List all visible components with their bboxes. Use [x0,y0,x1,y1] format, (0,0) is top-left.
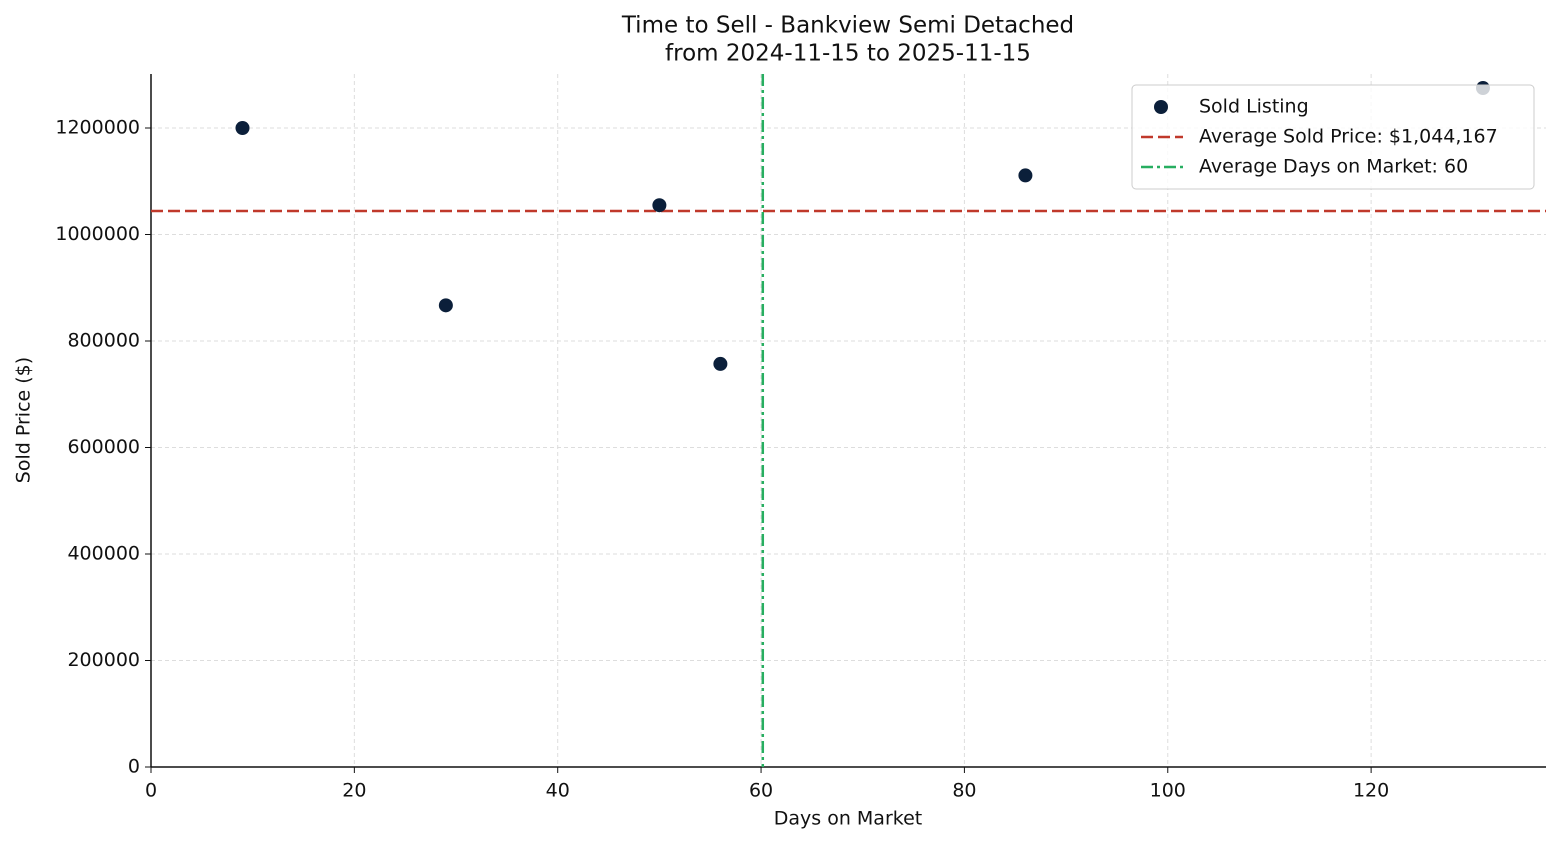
point [713,356,728,371]
y-tick-label: 1200000 [55,116,140,138]
legend-box [1131,84,1535,190]
y-tick-label: 400000 [67,542,140,564]
legend-label: Average Sold Price: $1,044,167 [1199,126,1498,148]
x-tick-label: 40 [546,780,570,802]
point [652,198,667,213]
point [235,120,250,135]
y-tick-label: 600000 [67,436,140,458]
x-tick-label: 80 [952,780,976,802]
legend-label: Sold Listing [1199,96,1309,118]
y-tick-label: 1000000 [55,223,140,245]
x-tick-label: 20 [342,780,366,802]
x-axis-label: Days on Market [774,808,922,830]
y-tick-label: 200000 [67,649,140,671]
x-tick-label: 120 [1353,780,1389,802]
chart-subtitle: from 2024-11-15 to 2025-11-15 [665,41,1031,67]
point [1018,168,1033,183]
point [438,298,453,313]
y-tick-label: 800000 [67,329,140,351]
legend-marker [1154,100,1168,114]
chart-title: Time to Sell - Bankview Semi Detached [621,13,1074,39]
x-tick-label: 100 [1150,780,1186,802]
y-axis-label: Sold Price ($) [13,357,35,483]
x-tick-label: 0 [145,780,157,802]
y-tick-label: 0 [128,756,140,778]
legend-label: Average Days on Market: 60 [1199,156,1468,178]
x-tick-label: 60 [749,780,773,802]
